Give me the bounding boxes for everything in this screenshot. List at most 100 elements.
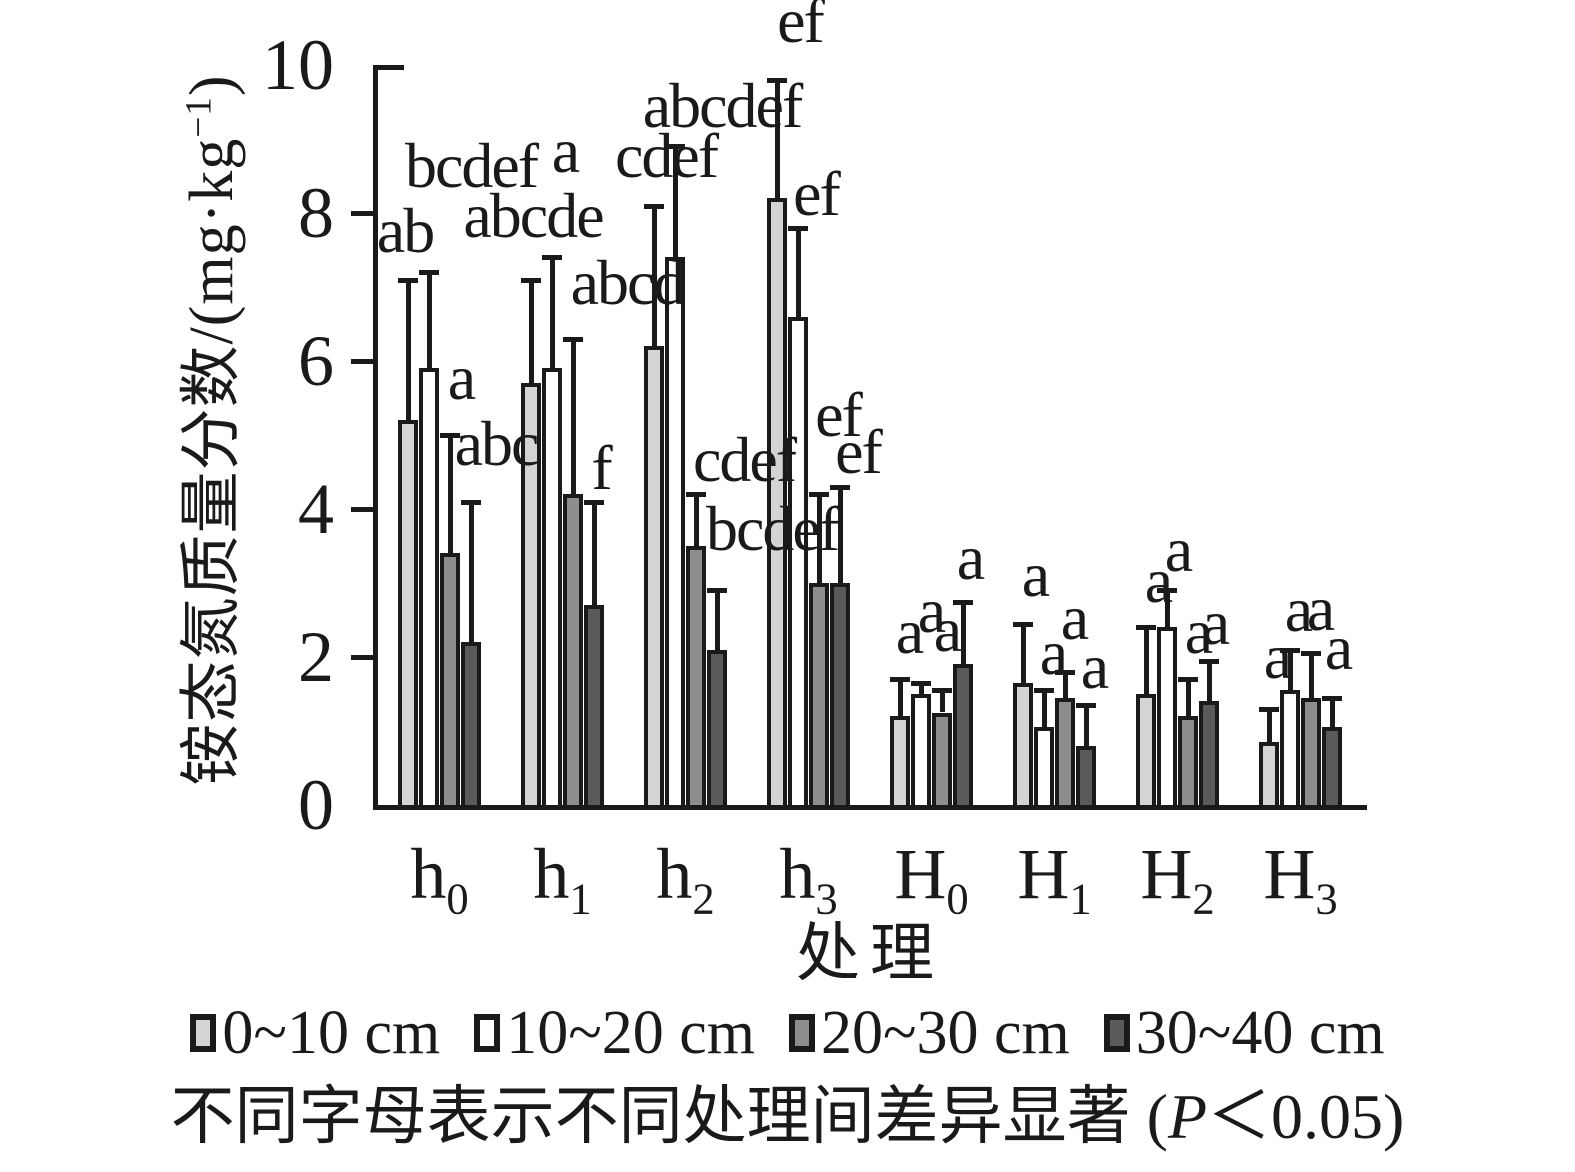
x-category-base: h: [533, 834, 570, 914]
error-bar-cap: [1034, 688, 1054, 694]
sig-letter: a: [1080, 631, 1109, 703]
x-category-label: h2: [656, 838, 714, 921]
error-bar-cap: [644, 203, 664, 209]
sig-letter: a: [1021, 538, 1050, 610]
legend-item: 20~30 cm: [789, 1002, 1070, 1064]
legend-item: 30~40 cm: [1103, 1002, 1385, 1064]
caption-text: 不同字母表示不同处理间差异显著 (: [170, 1081, 1168, 1152]
error-bar-cap: [1259, 706, 1279, 712]
error-bar: [795, 227, 801, 317]
sig-letter: abc: [454, 407, 540, 479]
sig-letter: a: [956, 521, 985, 593]
error-bar-cap: [1322, 695, 1342, 701]
bar: [521, 383, 541, 809]
x-category-subscript: 3: [1315, 873, 1338, 924]
error-bar-cap: [1076, 703, 1096, 709]
bar: [644, 346, 664, 809]
legend-label: 0~10 cm: [222, 999, 441, 1067]
error-bar: [774, 79, 780, 199]
error-bar: [714, 590, 720, 650]
error-bar-cap: [461, 499, 481, 505]
bar: [1322, 727, 1342, 809]
bar: [542, 368, 562, 809]
bar: [911, 694, 931, 809]
bar: [584, 605, 604, 809]
error-bar-cap: [584, 499, 604, 505]
error-bar-cap: [1280, 647, 1300, 653]
error-bar: [1185, 679, 1191, 717]
bar: [788, 316, 808, 809]
bar: [563, 494, 583, 809]
error-bar-cap: [521, 277, 541, 283]
bar: [419, 368, 439, 809]
legend-swatch: [789, 1014, 815, 1052]
x-category-subscript: 0: [946, 873, 969, 924]
legend-swatch: [1103, 1014, 1130, 1052]
y-axis-top-tick: [378, 65, 404, 70]
error-bar: [1206, 660, 1212, 702]
bar: [932, 712, 952, 809]
error-bar-cap: [686, 492, 706, 498]
bar: [1301, 697, 1321, 809]
error-bar-cap: [398, 277, 418, 283]
error-bar: [570, 338, 576, 495]
error-bar-cap: [911, 680, 931, 686]
x-category-base: H: [894, 834, 947, 914]
legend-label: 10~20 cm: [506, 999, 755, 1067]
bar: [830, 583, 850, 809]
error-bar: [1308, 653, 1314, 698]
y-tick-label: 8: [298, 173, 334, 253]
y-tick-label: 0: [298, 765, 334, 845]
error-bar: [1266, 708, 1272, 743]
error-bar: [426, 272, 432, 369]
error-bar-cap: [890, 677, 910, 683]
sig-letter: a: [933, 594, 962, 666]
x-axis-line: [373, 805, 1367, 810]
x-category-label: h1: [533, 838, 591, 921]
error-bar-cap: [767, 77, 787, 83]
x-category-subscript: 0: [446, 873, 469, 924]
error-bar: [693, 494, 699, 546]
bar: [707, 649, 727, 809]
error-bar-cap: [1178, 677, 1198, 683]
caption-italic-p: P: [1167, 1081, 1208, 1152]
sig-letter: a: [1263, 620, 1292, 692]
sig-letter: bcdef: [404, 130, 539, 202]
sig-letter: ef: [815, 379, 863, 451]
error-bar-cap: [1136, 625, 1156, 631]
x-category-base: h: [410, 834, 447, 914]
sig-letter: a: [1060, 581, 1089, 653]
error-bar: [960, 601, 966, 665]
error-bar-cap: [563, 336, 583, 342]
legend-item: 10~20 cm: [474, 1002, 755, 1064]
error-bar: [1143, 627, 1149, 694]
caption-suffix: ＜0.05): [1207, 1081, 1405, 1152]
sig-letter: abcdef: [642, 70, 804, 142]
x-category-subscript: 1: [569, 873, 592, 924]
error-bar-cap: [542, 255, 562, 261]
error-bar: [1164, 590, 1170, 628]
error-bar: [1329, 697, 1335, 728]
x-category-label: H0: [894, 838, 968, 921]
error-bar: [549, 257, 555, 369]
y-tick: [351, 655, 373, 660]
sig-letter: f: [591, 431, 612, 503]
sig-letter: a: [895, 596, 924, 668]
bar: [1076, 745, 1096, 809]
y-tick-label: 2: [298, 617, 334, 697]
error-bar: [447, 435, 453, 554]
y-tick-label: 4: [298, 469, 334, 549]
sig-letter: a: [1164, 514, 1193, 586]
x-category-label: h0: [410, 838, 468, 921]
error-bar-cap: [440, 433, 460, 438]
sig-letter: abcd: [570, 246, 686, 318]
sig-letter: cdef: [692, 424, 797, 496]
error-bar: [1083, 705, 1089, 746]
bar: [1013, 682, 1033, 809]
error-bar-cap: [1199, 658, 1219, 664]
sig-letter: cdef: [614, 119, 719, 191]
sig-letter: ab: [376, 194, 435, 266]
error-bar: [939, 690, 945, 713]
bar: [461, 642, 481, 809]
